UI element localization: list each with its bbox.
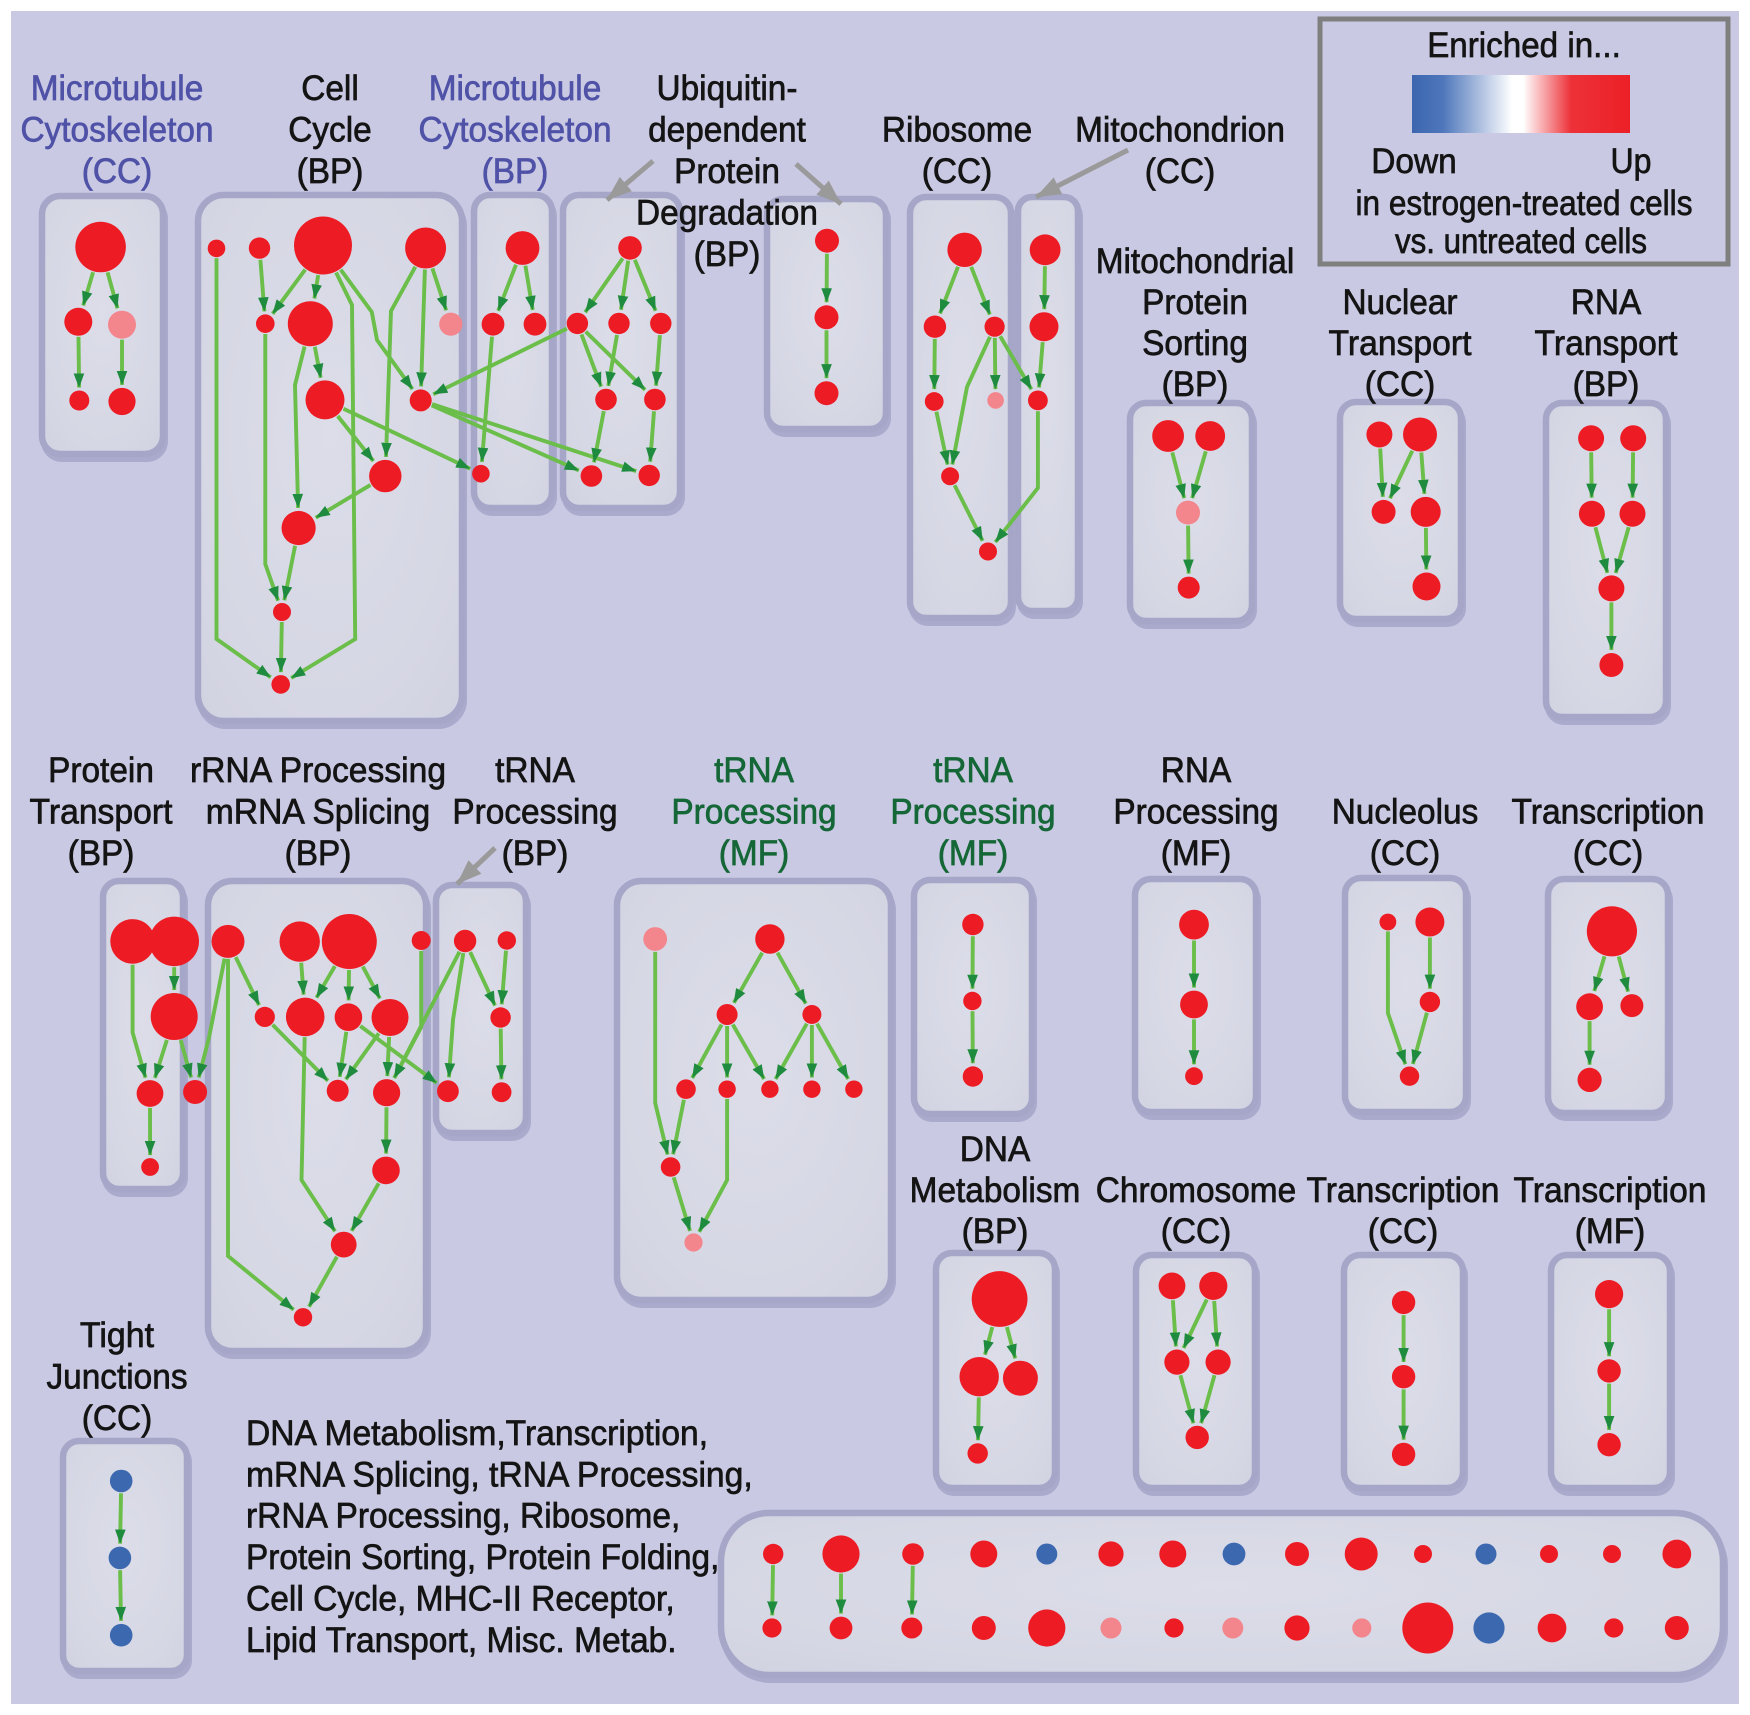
- svg-text:(CC): (CC): [1145, 152, 1216, 191]
- svg-text:Protein: Protein: [674, 152, 780, 191]
- svg-text:(CC): (CC): [82, 1399, 153, 1438]
- svg-text:(CC): (CC): [1365, 365, 1436, 404]
- svg-text:(MF): (MF): [1161, 834, 1232, 873]
- svg-text:(BP): (BP): [297, 152, 364, 191]
- svg-text:Chromosome: Chromosome: [1096, 1171, 1296, 1210]
- svg-text:(BP): (BP): [694, 235, 761, 274]
- svg-text:tRNA: tRNA: [495, 751, 575, 790]
- svg-text:(CC): (CC): [82, 152, 153, 191]
- svg-text:(CC): (CC): [1161, 1212, 1232, 1251]
- svg-text:(BP): (BP): [502, 834, 569, 873]
- svg-text:Junctions: Junctions: [46, 1358, 187, 1397]
- svg-text:Tight: Tight: [80, 1316, 154, 1355]
- svg-text:Cytoskeleton: Cytoskeleton: [20, 111, 213, 150]
- svg-text:Processing: Processing: [1113, 793, 1278, 832]
- svg-text:Processing: Processing: [671, 793, 836, 832]
- svg-text:Cell Cycle, MHC-II Receptor,: Cell Cycle, MHC-II Receptor,: [246, 1580, 675, 1619]
- svg-text:Sorting: Sorting: [1142, 324, 1248, 363]
- svg-text:tRNA: tRNA: [933, 751, 1013, 790]
- svg-text:Transcription: Transcription: [1512, 793, 1705, 832]
- svg-text:Transcription: Transcription: [1307, 1171, 1500, 1210]
- svg-text:(BP): (BP): [1573, 365, 1640, 404]
- svg-text:Transport: Transport: [1329, 324, 1472, 363]
- svg-text:(CC): (CC): [922, 152, 993, 191]
- svg-text:mRNA Splicing, tRNA Processing: mRNA Splicing, tRNA Processing,: [246, 1455, 753, 1494]
- svg-text:Ribosome: Ribosome: [882, 111, 1032, 150]
- svg-text:(CC): (CC): [1573, 834, 1644, 873]
- svg-text:Nuclear: Nuclear: [1342, 283, 1457, 322]
- svg-text:Nucleolus: Nucleolus: [1332, 793, 1479, 832]
- svg-text:(CC): (CC): [1368, 1212, 1439, 1251]
- svg-text:RNA: RNA: [1571, 283, 1642, 322]
- svg-text:Protein Sorting, Protein Foldi: Protein Sorting, Protein Folding,: [246, 1538, 719, 1577]
- svg-text:DNA: DNA: [960, 1130, 1031, 1169]
- svg-text:(BP): (BP): [285, 834, 352, 873]
- svg-text:vs. untreated cells: vs. untreated cells: [1395, 222, 1647, 261]
- svg-text:rRNA Processing, Ribosome,: rRNA Processing, Ribosome,: [246, 1497, 680, 1536]
- svg-text:Cell: Cell: [301, 69, 359, 108]
- svg-text:in estrogen-treated cells: in estrogen-treated cells: [1356, 184, 1693, 223]
- svg-text:Enriched in...: Enriched in...: [1427, 26, 1621, 65]
- svg-text:Mitochondrion: Mitochondrion: [1075, 111, 1285, 150]
- svg-text:Transport: Transport: [1535, 324, 1678, 363]
- svg-text:Down: Down: [1371, 142, 1457, 181]
- svg-text:(BP): (BP): [962, 1212, 1029, 1251]
- svg-text:Protein: Protein: [1142, 283, 1248, 322]
- svg-text:(MF): (MF): [938, 834, 1009, 873]
- svg-text:(BP): (BP): [482, 152, 549, 191]
- svg-text:(CC): (CC): [1370, 834, 1441, 873]
- svg-text:Microtubule: Microtubule: [429, 69, 602, 108]
- svg-text:rRNA Processing: rRNA Processing: [190, 751, 446, 790]
- svg-text:Processing: Processing: [890, 793, 1055, 832]
- svg-text:(BP): (BP): [68, 834, 135, 873]
- svg-text:mRNA Splicing: mRNA Splicing: [206, 793, 431, 832]
- svg-text:Cytoskeleton: Cytoskeleton: [418, 111, 611, 150]
- svg-text:Up: Up: [1611, 142, 1652, 181]
- svg-text:RNA: RNA: [1161, 751, 1232, 790]
- svg-text:Cycle: Cycle: [288, 111, 372, 150]
- svg-text:Transport: Transport: [30, 793, 173, 832]
- svg-text:DNA Metabolism,Transcription,: DNA Metabolism,Transcription,: [246, 1414, 708, 1453]
- svg-text:tRNA: tRNA: [714, 751, 794, 790]
- svg-text:Degradation: Degradation: [636, 194, 818, 233]
- svg-text:Lipid Transport, Misc. Metab.: Lipid Transport, Misc. Metab.: [246, 1621, 677, 1660]
- svg-text:(MF): (MF): [1575, 1212, 1646, 1251]
- svg-text:Metabolism: Metabolism: [910, 1171, 1081, 1210]
- svg-text:dependent: dependent: [648, 111, 806, 150]
- svg-text:Ubiquitin-: Ubiquitin-: [657, 69, 798, 108]
- svg-text:(BP): (BP): [1162, 365, 1229, 404]
- svg-text:(MF): (MF): [719, 834, 790, 873]
- svg-text:Microtubule: Microtubule: [31, 69, 204, 108]
- svg-text:Processing: Processing: [452, 793, 617, 832]
- svg-text:Transcription: Transcription: [1514, 1171, 1707, 1210]
- svg-text:Protein: Protein: [48, 751, 154, 790]
- svg-text:Mitochondrial: Mitochondrial: [1096, 242, 1295, 281]
